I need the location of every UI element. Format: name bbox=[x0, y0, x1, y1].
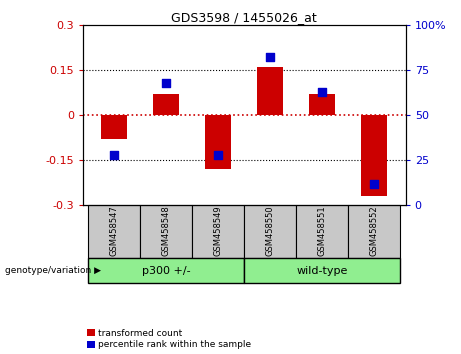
Point bbox=[371, 181, 378, 187]
Bar bbox=[296, 205, 349, 258]
Bar bbox=[244, 205, 296, 258]
Point bbox=[215, 152, 222, 158]
Text: GSM458552: GSM458552 bbox=[370, 205, 379, 256]
Point bbox=[163, 80, 170, 85]
Text: GSM458548: GSM458548 bbox=[162, 205, 171, 256]
Bar bbox=[192, 205, 244, 258]
Bar bbox=[140, 205, 192, 258]
Point bbox=[319, 89, 326, 95]
Bar bbox=[244, 258, 401, 283]
Bar bbox=[88, 205, 140, 258]
Bar bbox=[205, 115, 231, 169]
Bar bbox=[361, 115, 387, 196]
Text: GSM458547: GSM458547 bbox=[110, 205, 119, 256]
Bar bbox=[309, 94, 336, 115]
Bar bbox=[257, 67, 284, 115]
Text: genotype/variation ▶: genotype/variation ▶ bbox=[5, 266, 100, 275]
Point bbox=[111, 152, 118, 158]
Legend: transformed count, percentile rank within the sample: transformed count, percentile rank withi… bbox=[88, 329, 251, 349]
Title: GDS3598 / 1455026_at: GDS3598 / 1455026_at bbox=[171, 11, 317, 24]
Text: GSM458551: GSM458551 bbox=[318, 205, 327, 256]
Bar bbox=[153, 94, 179, 115]
Text: p300 +/-: p300 +/- bbox=[142, 266, 190, 276]
Bar bbox=[101, 115, 127, 139]
Text: GSM458549: GSM458549 bbox=[214, 205, 223, 256]
Point bbox=[266, 55, 274, 60]
Text: wild-type: wild-type bbox=[297, 266, 348, 276]
Text: GSM458550: GSM458550 bbox=[266, 205, 275, 256]
Bar bbox=[88, 258, 244, 283]
Bar bbox=[349, 205, 401, 258]
